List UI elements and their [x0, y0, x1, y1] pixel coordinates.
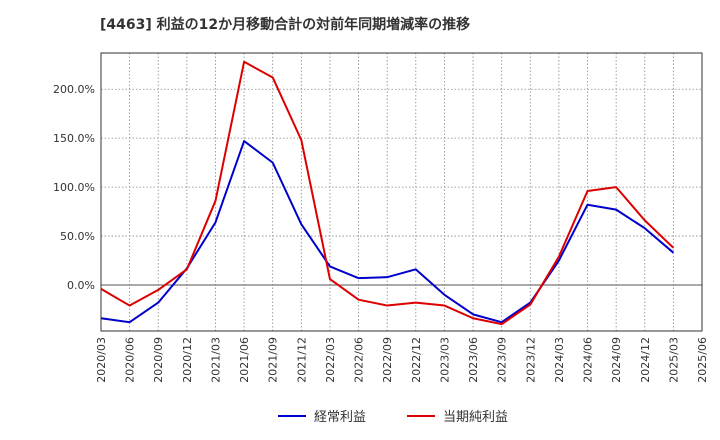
- x-tick-label: 2024/03: [553, 337, 566, 383]
- y-tick-label: 100.0%: [53, 181, 95, 194]
- x-tick-label: 2021/06: [238, 337, 251, 383]
- x-tick-label: 2024/09: [610, 337, 623, 383]
- series-line-2: [100, 60, 675, 326]
- x-tick-label: 2023/06: [467, 337, 480, 383]
- x-tick-label: 2022/06: [353, 337, 366, 383]
- chart-title: [4463] 利益の12か月移動合計の対前年同期増減率の推移: [100, 17, 471, 33]
- x-tick-label: 2025/03: [667, 337, 680, 383]
- x-tick-label: 2022/12: [410, 337, 423, 383]
- x-tick-label: 2025/06: [696, 337, 709, 383]
- x-tick-label: 2021/12: [295, 337, 308, 383]
- y-tick-label: 200.0%: [53, 83, 95, 96]
- x-tick-label: 2023/09: [496, 337, 509, 383]
- series-line-1: [100, 140, 675, 324]
- x-tick-label: 2023/12: [524, 337, 537, 383]
- x-tick-label: 2021/09: [267, 337, 280, 383]
- y-tick-label: 0.0%: [67, 279, 95, 292]
- plot-frame: [100, 52, 703, 332]
- x-tick-label: 2022/03: [324, 337, 337, 383]
- legend-label-1: 経常利益: [314, 410, 366, 425]
- x-tick-label: 2024/12: [639, 337, 652, 383]
- x-tick-label: 2023/03: [438, 337, 451, 383]
- x-tick-label: 2020/03: [95, 337, 108, 383]
- x-tick-label: 2020/06: [124, 337, 137, 383]
- x-tick-label: 2024/06: [582, 337, 595, 383]
- x-tick-label: 2021/03: [209, 337, 222, 383]
- y-tick-label: 50.0%: [60, 230, 95, 243]
- x-tick-label: 2020/09: [152, 337, 165, 383]
- legend-label-2: 当期純利益: [443, 410, 508, 425]
- x-tick-label: 2022/09: [381, 337, 394, 383]
- x-tick-label: 2020/12: [181, 337, 194, 383]
- y-tick-label: 150.0%: [53, 132, 95, 145]
